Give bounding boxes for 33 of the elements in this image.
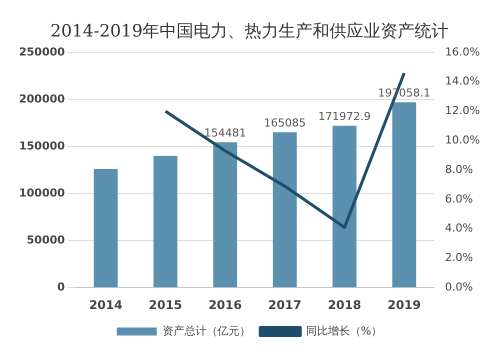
x-tick-label: 2015 bbox=[148, 298, 182, 312]
y2-tick-label: 2.0% bbox=[445, 251, 474, 264]
bar bbox=[272, 132, 297, 288]
y2-tick-label: 12.0% bbox=[445, 104, 480, 118]
data-label: 154481 bbox=[204, 126, 246, 140]
y2-tick-label: 4.0% bbox=[445, 222, 474, 235]
y-tick-label: 250000 bbox=[18, 45, 66, 58]
data-label: 171972.9 bbox=[318, 110, 371, 124]
x-tick-label: 2014 bbox=[89, 298, 122, 312]
y2-tick-label: 16.0% bbox=[445, 45, 480, 58]
y-tick-label: 0 bbox=[57, 280, 66, 294]
legend-label: 同比增长（%） bbox=[306, 324, 382, 338]
bar bbox=[332, 126, 356, 288]
y2-tick-label: 6.0% bbox=[445, 192, 474, 206]
y2-tick-label: 14.0% bbox=[445, 74, 480, 88]
bar bbox=[154, 156, 178, 288]
y-tick-label: 200000 bbox=[18, 92, 66, 106]
bar bbox=[94, 169, 118, 288]
y-tick-label: 150000 bbox=[18, 139, 66, 152]
y2-tick-label: 0.0% bbox=[445, 280, 474, 294]
x-tick-label: 2018 bbox=[328, 298, 362, 312]
chart-title: 2014-2019年中国电力、热力生产和供应业资产统计 bbox=[50, 22, 449, 42]
bar bbox=[392, 102, 416, 288]
y2-tick-label: 10.0% bbox=[445, 133, 480, 146]
bar bbox=[213, 142, 238, 288]
x-tick-label: 2019 bbox=[388, 298, 421, 312]
y-tick-label: 50000 bbox=[26, 233, 66, 246]
y-tick-label: 100000 bbox=[18, 186, 66, 200]
x-tick-label: 2016 bbox=[208, 298, 242, 312]
x-tick-label: 2017 bbox=[268, 298, 302, 312]
y2-tick-label: 8.0% bbox=[445, 162, 474, 176]
data-label: 165085 bbox=[264, 116, 306, 130]
legend-label: 资产总计（亿元） bbox=[162, 324, 250, 338]
